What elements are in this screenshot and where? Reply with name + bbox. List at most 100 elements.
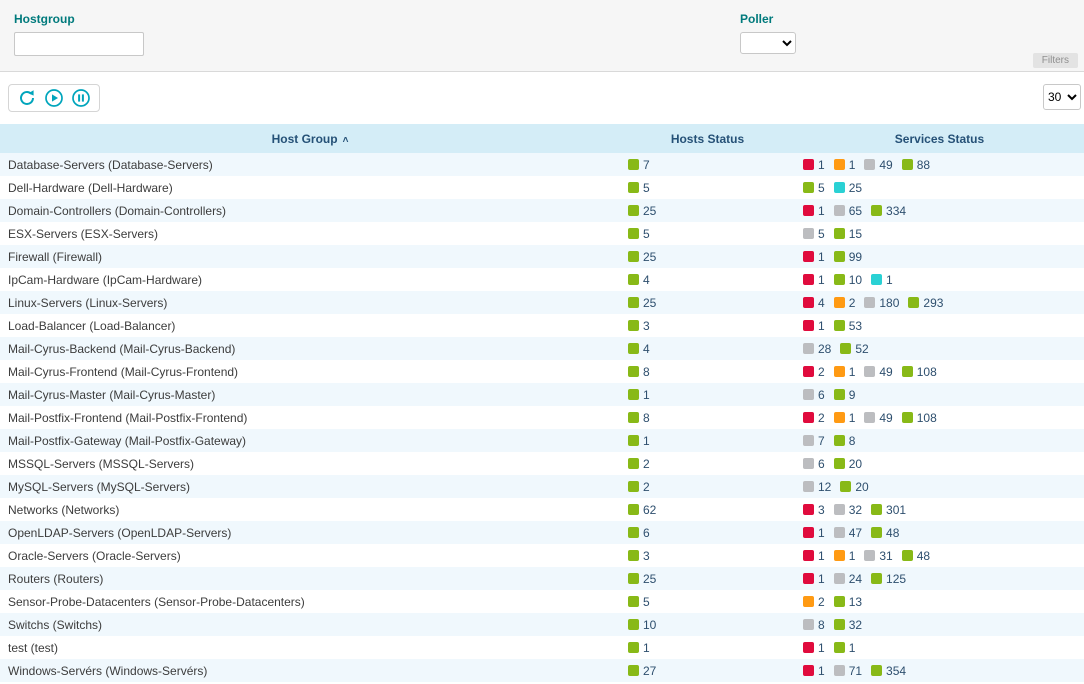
status-ok: 25 <box>628 204 656 218</box>
hostgroup-name[interactable]: ESX-Servers (ESX-Servers) <box>0 222 620 245</box>
table-row[interactable]: Mail-Cyrus-Frontend (Mail-Cyrus-Frontend… <box>0 360 1084 383</box>
status-count: 3 <box>643 549 650 563</box>
hostgroup-name[interactable]: Windows-Servérs (Windows-Servérs) <box>0 659 620 682</box>
status-count: 8 <box>818 618 825 632</box>
column-header-hostgroup-label: Host Group <box>272 132 338 146</box>
status-count: 6 <box>643 526 650 540</box>
filters-button[interactable]: Filters <box>1033 53 1078 68</box>
table-row[interactable]: ESX-Servers (ESX-Servers)5515 <box>0 222 1084 245</box>
unknown-badge <box>834 527 845 538</box>
column-header-services-status[interactable]: Services Status <box>795 124 1084 153</box>
hostgroup-name[interactable]: OpenLDAP-Servers (OpenLDAP-Servers) <box>0 521 620 544</box>
status-ok: 125 <box>871 572 906 586</box>
table-row[interactable]: Load-Balancer (Load-Balancer) 3 1 53 <box>0 314 1084 337</box>
hostgroup-name[interactable]: Domain-Controllers (Domain-Controllers) <box>0 199 620 222</box>
table-row[interactable]: IpCam-Hardware (IpCam-Hardware)41101 <box>0 268 1084 291</box>
ok-badge <box>902 550 913 561</box>
hostgroup-name[interactable]: Switchs (Switchs) <box>0 613 620 636</box>
status-unknown: 28 <box>803 342 831 356</box>
ok-badge <box>871 665 882 676</box>
status-count: 1 <box>643 388 650 402</box>
pause-icon[interactable] <box>71 88 91 108</box>
status-unknown: 32 <box>834 503 862 517</box>
status-count: 5 <box>818 227 825 241</box>
status-ok: 25 <box>628 250 656 264</box>
unknown-badge <box>803 481 814 492</box>
hostgroup-name[interactable]: MSSQL-Servers (MSSQL-Servers) <box>0 452 620 475</box>
table-row[interactable]: Linux-Servers (Linux-Servers)2542180293 <box>0 291 1084 314</box>
table-row[interactable]: Oracle-Servers (Oracle-Servers)3113148 <box>0 544 1084 567</box>
ok-badge <box>628 205 639 216</box>
status-count: 1 <box>818 158 825 172</box>
critical-badge <box>803 274 814 285</box>
hostgroup-name[interactable]: Dell-Hardware (Dell-Hardware) <box>0 176 620 199</box>
status-cell: 5 <box>620 176 795 199</box>
play-icon[interactable] <box>44 88 64 108</box>
table-row[interactable]: Routers (Routers)25124125 <box>0 567 1084 590</box>
hostgroup-name[interactable]: Mail-Postfix-Gateway (Mail-Postfix-Gatew… <box>0 429 620 452</box>
refresh-controls <box>8 84 100 112</box>
status-count: 125 <box>886 572 906 586</box>
hostgroup-name[interactable]: Mail-Cyrus-Master (Mail-Cyrus-Master) <box>0 383 620 406</box>
status-count: 53 <box>849 319 862 333</box>
status-ok: 3 <box>628 319 650 333</box>
hostgroup-name[interactable]: IpCam-Hardware (IpCam-Hardware) <box>0 268 620 291</box>
hostgroup-name[interactable]: Linux-Servers (Linux-Servers) <box>0 291 620 314</box>
hostgroup-name[interactable]: Networks (Networks) <box>0 498 620 521</box>
table-row[interactable]: Firewall (Firewall)25199 <box>0 245 1084 268</box>
table-row[interactable]: Mail-Cyrus-Master (Mail-Cyrus-Master)169 <box>0 383 1084 406</box>
hostgroup-name[interactable]: MySQL-Servers (MySQL-Servers) <box>0 475 620 498</box>
table-row[interactable]: Database-Servers (Database-Servers)71149… <box>0 153 1084 176</box>
table-row[interactable]: Mail-Postfix-Gateway (Mail-Postfix-Gatew… <box>0 429 1084 452</box>
poller-select[interactable] <box>740 32 796 54</box>
table-row[interactable]: OpenLDAP-Servers (OpenLDAP-Servers)61474… <box>0 521 1084 544</box>
hostgroup-name[interactable]: Firewall (Firewall) <box>0 245 620 268</box>
hostgroup-name[interactable]: Mail-Postfix-Frontend (Mail-Postfix-Fron… <box>0 406 620 429</box>
hostgroup-table-body: Database-Servers (Database-Servers)71149… <box>0 153 1084 682</box>
refresh-icon[interactable] <box>17 88 37 108</box>
status-count: 7 <box>643 158 650 172</box>
status-critical: 1 <box>803 319 825 333</box>
page-size-select[interactable]: 30 <box>1043 84 1081 110</box>
hostgroup-name[interactable]: Mail-Cyrus-Frontend (Mail-Cyrus-Frontend… <box>0 360 620 383</box>
ok-badge <box>628 297 639 308</box>
hostgroup-name[interactable]: Mail-Cyrus-Backend (Mail-Cyrus-Backend) <box>0 337 620 360</box>
table-row[interactable]: test (test)111 <box>0 636 1084 659</box>
status-count: 10 <box>849 273 862 287</box>
hostgroup-name[interactable]: Routers (Routers) <box>0 567 620 590</box>
table-row[interactable]: Switchs (Switchs)10832 <box>0 613 1084 636</box>
table-row[interactable]: Domain-Controllers (Domain-Controllers) 2… <box>0 199 1084 222</box>
hostgroup-name[interactable]: Database-Servers (Database-Servers) <box>0 153 620 176</box>
status-cell: 2149108 <box>795 406 1084 429</box>
hostgroup-name[interactable]: Oracle-Servers (Oracle-Servers) <box>0 544 620 567</box>
hostgroup-name[interactable]: Load-Balancer (Load-Balancer) <box>0 314 620 337</box>
ok-badge <box>840 343 851 354</box>
status-count: 12 <box>818 480 831 494</box>
table-row[interactable]: Sensor-Probe-Datacenters (Sensor-Probe-D… <box>0 590 1084 613</box>
status-cell: 8 <box>620 406 795 429</box>
status-unknown: 5 <box>803 227 825 241</box>
status-count: 3 <box>643 319 650 333</box>
hostgroup-input[interactable] <box>14 32 144 56</box>
column-header-hostgroup[interactable]: Host Group˄ <box>0 124 620 153</box>
hostgroup-name[interactable]: Sensor-Probe-Datacenters (Sensor-Probe-D… <box>0 590 620 613</box>
table-row[interactable]: Windows-Servérs (Windows-Servérs)2717135… <box>0 659 1084 682</box>
ok-badge <box>834 619 845 630</box>
ok-badge <box>803 182 814 193</box>
hostgroup-name[interactable]: test (test) <box>0 636 620 659</box>
table-row[interactable]: Mail-Cyrus-Backend (Mail-Cyrus-Backend)4… <box>0 337 1084 360</box>
status-unknown: 7 <box>803 434 825 448</box>
table-row[interactable]: Dell-Hardware (Dell-Hardware)5525 <box>0 176 1084 199</box>
status-ok: 32 <box>834 618 862 632</box>
table-row[interactable]: MSSQL-Servers (MSSQL-Servers)2620 <box>0 452 1084 475</box>
column-header-hosts-status[interactable]: Hosts Status <box>620 124 795 153</box>
table-row[interactable]: MySQL-Servers (MySQL-Servers)21220 <box>0 475 1084 498</box>
status-count: 301 <box>886 503 906 517</box>
ok-badge <box>628 159 639 170</box>
status-critical: 1 <box>803 526 825 540</box>
ok-badge <box>834 320 845 331</box>
status-cell: 213 <box>795 590 1084 613</box>
table-row[interactable]: Mail-Postfix-Frontend (Mail-Postfix-Fron… <box>0 406 1084 429</box>
table-row[interactable]: Networks (Networks)62332301 <box>0 498 1084 521</box>
ok-badge <box>628 320 639 331</box>
